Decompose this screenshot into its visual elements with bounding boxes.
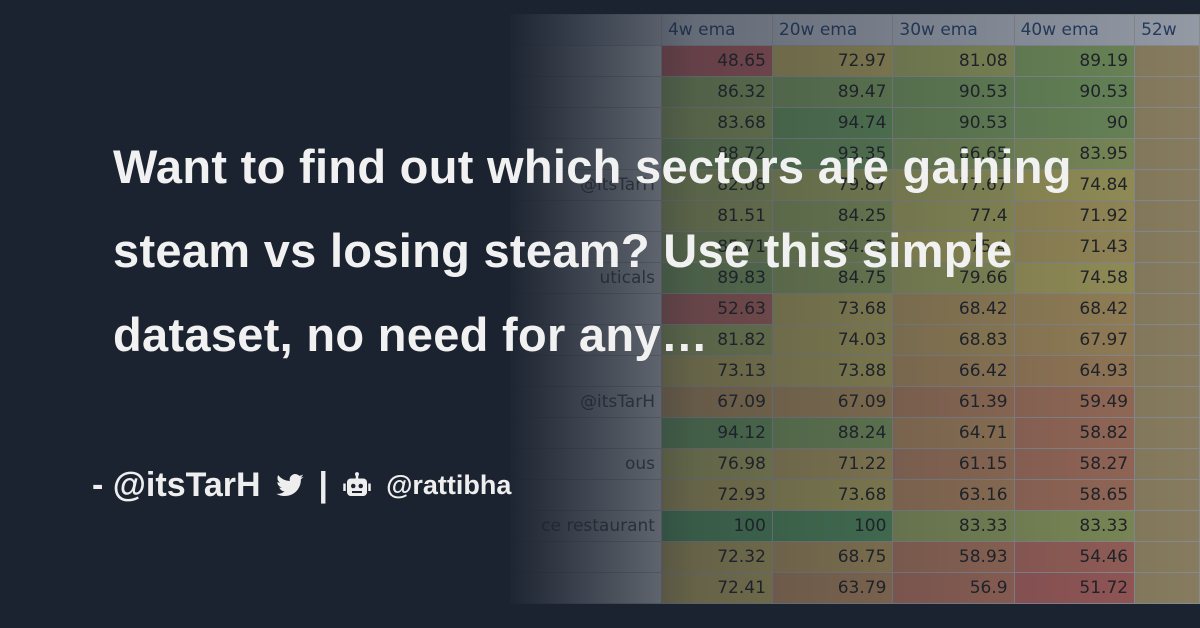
author[interactable]: - @itsTarH [92,466,261,504]
robot-icon [343,471,371,496]
twitter-icon [275,473,304,496]
headline: Want to find out which sectors are gaini… [113,140,1072,361]
site-name[interactable]: @rattibha [386,470,512,500]
footer: - @itsTarH | @rattibha [92,466,511,505]
separator: | [318,466,329,504]
